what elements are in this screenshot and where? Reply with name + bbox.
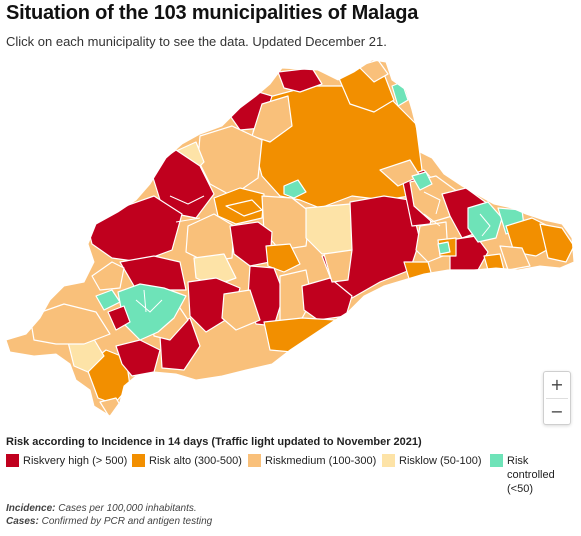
municipality[interactable]	[539, 223, 574, 263]
page-title: Situation of the 103 municipalities of M…	[6, 2, 419, 24]
legend-label: Riskmedium (100-300)	[265, 455, 377, 467]
municipality[interactable]	[221, 289, 261, 331]
municipality[interactable]	[95, 289, 121, 311]
municipality[interactable]	[185, 213, 235, 263]
note-incidence: Incidence: Cases per 100,000 inhabitants…	[6, 503, 197, 514]
municipality[interactable]	[323, 249, 353, 283]
note-incidence-text: Cases per 100,000 inhabitants.	[55, 503, 197, 514]
legend-label: Risklow (50-100)	[399, 455, 482, 467]
municipality[interactable]	[263, 317, 337, 353]
municipality[interactable]	[107, 305, 131, 331]
note-cases: Cases: Confirmed by PCR and antigen test…	[6, 516, 212, 527]
municipality[interactable]	[411, 171, 433, 191]
municipality[interactable]	[117, 283, 187, 341]
zoom-out-button[interactable]: −	[544, 399, 570, 425]
municipality[interactable]	[483, 253, 505, 271]
legend-swatch-high	[132, 454, 145, 467]
province-outline	[5, 59, 575, 417]
legend-swatch-very-high	[6, 454, 19, 467]
note-cases-label: Cases:	[6, 516, 39, 527]
map-svg[interactable]	[0, 56, 581, 428]
municipality[interactable]	[265, 243, 301, 273]
municipality[interactable]	[29, 303, 111, 345]
legend-title: Risk according to Incidence in 14 days (…	[6, 436, 422, 448]
legend-swatch-medium	[248, 454, 261, 467]
municipality[interactable]	[449, 235, 489, 271]
zoom-in-button[interactable]: +	[544, 372, 570, 398]
legend-label: Risk controlled (<50)	[507, 455, 555, 495]
note-cases-text: Confirmed by PCR and antigen testing	[38, 516, 213, 527]
municipality[interactable]	[467, 201, 503, 243]
note-incidence-label: Incidence:	[6, 503, 56, 514]
legend-item-medium: Riskmedium (100-300)	[248, 454, 376, 468]
legend-swatch-low	[382, 454, 395, 467]
legend-label: Risk alto (300-500)	[149, 455, 242, 467]
legend-item-controlled: Risk controlled (<50)	[490, 454, 566, 496]
municipality[interactable]	[251, 95, 293, 143]
malaga-map[interactable]	[0, 56, 581, 428]
municipality[interactable]	[283, 179, 307, 199]
municipality[interactable]	[357, 60, 389, 83]
legend-swatch-controlled	[490, 454, 503, 467]
page-subtitle: Click on each municipality to see the da…	[6, 34, 387, 49]
municipality[interactable]	[437, 241, 451, 255]
legend-item-low: Risklow (50-100)	[382, 454, 482, 468]
legend-item-high: Risk alto (300-500)	[132, 454, 242, 468]
municipality[interactable]	[499, 245, 531, 271]
municipality[interactable]	[91, 261, 125, 291]
zoom-divider	[546, 398, 568, 399]
municipality[interactable]	[225, 199, 263, 217]
legend-item-very-high: Riskvery high (> 500)	[6, 454, 127, 468]
legend-label: Riskvery high (> 500)	[23, 455, 128, 467]
zoom-control: + −	[543, 371, 571, 425]
